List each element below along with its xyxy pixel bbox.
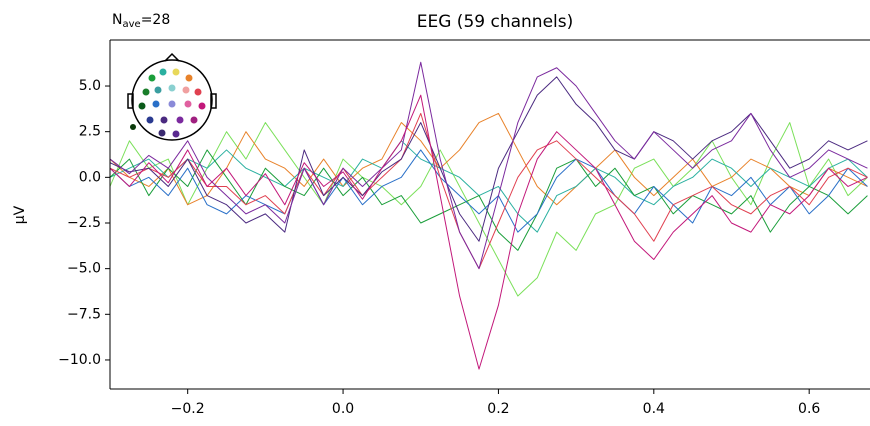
trace (110, 76, 868, 242)
y-tick-label: 0.0 (79, 169, 101, 185)
y-tick-label: −10.0 (58, 352, 101, 368)
sensor-inset (127, 52, 217, 141)
annotation: Nave=28 (112, 12, 170, 30)
traces (110, 61, 868, 370)
annotation-base: N (112, 12, 122, 28)
x-tick-label: 0.6 (798, 401, 820, 417)
x-tick-label: 0.0 (332, 401, 354, 417)
annotation-rest: =28 (141, 12, 171, 28)
trace (110, 112, 868, 270)
y-tick-label: −7.5 (67, 306, 101, 322)
trace (110, 61, 868, 270)
trace (110, 122, 868, 297)
y-tick-label: 2.5 (79, 124, 101, 140)
trace (110, 149, 868, 251)
trace (110, 140, 868, 233)
annotation-sub: ave (122, 19, 140, 30)
trace (110, 112, 868, 206)
y-tick-label: −5.0 (67, 261, 101, 277)
y-tick-label: 5.0 (79, 78, 101, 94)
y-tick-label: −2.5 (67, 215, 101, 231)
trace (110, 94, 868, 370)
x-tick-label: 0.2 (487, 401, 509, 417)
axes-frame (109, 39, 870, 390)
chart-title: EEG (59 channels) (417, 12, 574, 32)
y-axis-label: µV (12, 205, 28, 224)
x-tick-label: 0.4 (643, 401, 665, 417)
x-tick-label: −0.2 (171, 401, 205, 417)
